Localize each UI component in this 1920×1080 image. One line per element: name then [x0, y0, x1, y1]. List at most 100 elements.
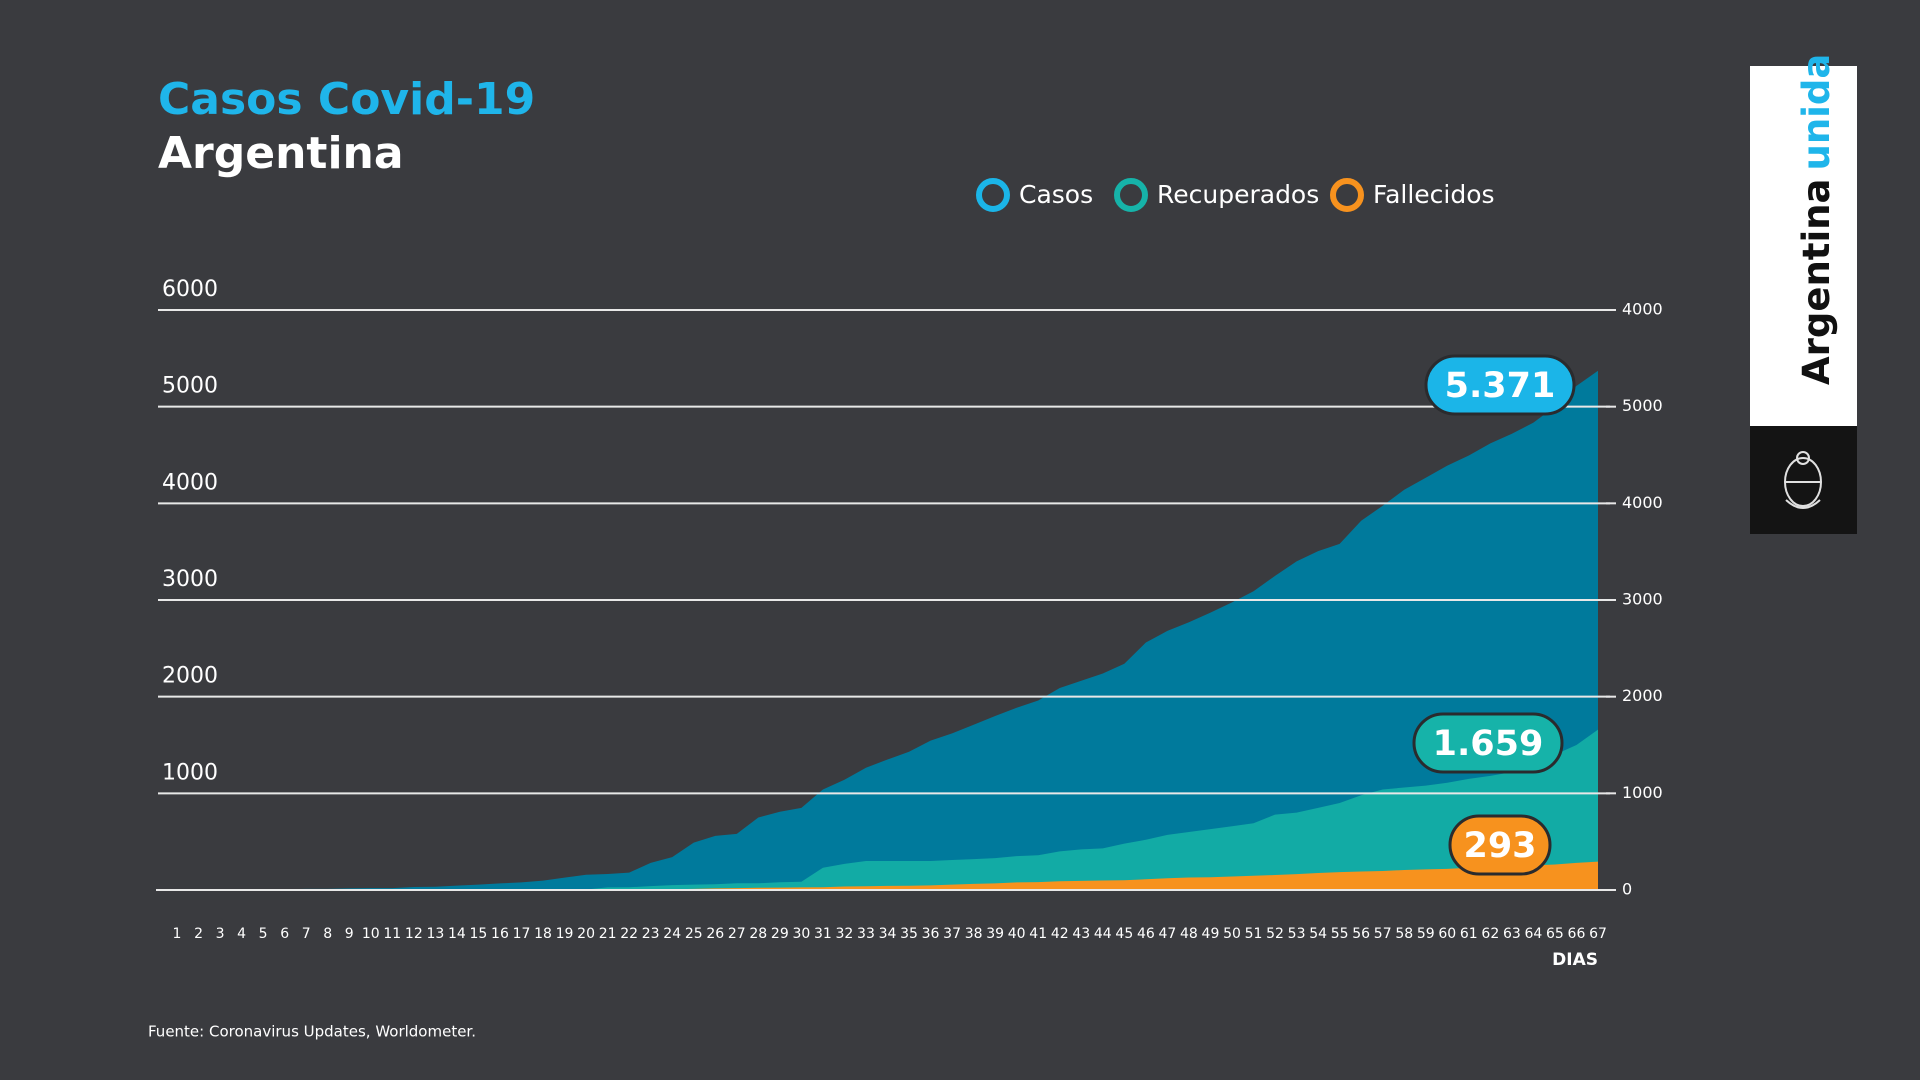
- value-badge: 5.371: [1424, 354, 1576, 416]
- x-tick-label: 15: [470, 926, 488, 942]
- x-tick-label: 39: [986, 926, 1004, 942]
- x-tick-label: 48: [1180, 926, 1198, 942]
- brand-text: Argentina unida: [1795, 54, 1838, 385]
- x-axis-label: DIAS: [1552, 950, 1598, 970]
- chart-title: Casos Covid-19: [158, 74, 535, 125]
- x-tick-label: 16: [491, 926, 509, 942]
- legend-label: Recuperados: [1157, 180, 1319, 209]
- x-tick-label: 50: [1223, 926, 1241, 942]
- x-tick-label: 2: [194, 926, 203, 942]
- x-tick-label: 6: [280, 926, 289, 942]
- legend-marker: [976, 178, 1010, 212]
- x-tick-label: 49: [1202, 926, 1220, 942]
- x-tick-label: 43: [1072, 926, 1090, 942]
- x-tick-label: 62: [1481, 926, 1499, 942]
- x-tick-label: 36: [922, 926, 940, 942]
- y2-tick-label: 3000: [1622, 590, 1663, 609]
- x-tick-label: 33: [857, 926, 875, 942]
- badge-box: [1448, 814, 1552, 876]
- x-tick-label: 46: [1137, 926, 1155, 942]
- x-tick-label: 19: [556, 926, 574, 942]
- x-tick-label: 47: [1158, 926, 1176, 942]
- x-tick-label: 56: [1352, 926, 1370, 942]
- y2-tick-label: 2000: [1622, 686, 1663, 705]
- x-tick-label: 28: [749, 926, 767, 942]
- x-tick-label: 31: [814, 926, 832, 942]
- x-tick-label: 26: [706, 926, 724, 942]
- x-tick-label: 64: [1524, 926, 1542, 942]
- y2-tick-label: 1000: [1622, 783, 1663, 802]
- x-tick-label: 22: [620, 926, 638, 942]
- x-tick-label: 53: [1288, 926, 1306, 942]
- x-tick-label: 37: [943, 926, 961, 942]
- x-tick-label: 40: [1008, 926, 1026, 942]
- data-label: 1.659: [1433, 724, 1544, 764]
- areas: [177, 370, 1598, 890]
- x-tick-label: 42: [1051, 926, 1069, 942]
- x-tick-label: 4: [237, 926, 246, 942]
- x-tick-label: 52: [1266, 926, 1284, 942]
- x-tick-label: 23: [642, 926, 660, 942]
- x-tick-label: 29: [771, 926, 789, 942]
- x-tick-label: 60: [1438, 926, 1456, 942]
- x-tick-label: 59: [1417, 926, 1435, 942]
- y-tick-label: 6000: [162, 277, 218, 302]
- x-tick-label: 58: [1395, 926, 1413, 942]
- area: [177, 861, 1598, 890]
- value-badge: 1.659: [1412, 712, 1564, 774]
- x-tick-label: 55: [1331, 926, 1349, 942]
- x-tick-label: 3: [216, 926, 225, 942]
- x-tick-label: 41: [1029, 926, 1047, 942]
- y-tick-label: 3000: [162, 567, 218, 592]
- y-tick-label: 4000: [162, 470, 218, 495]
- x-tick-label: 1: [173, 926, 182, 942]
- y2-tick-label: 4000: [1622, 300, 1663, 319]
- y-tick-label: 2000: [162, 664, 218, 689]
- brand-panel: Argentina unida: [1750, 54, 1857, 534]
- x-tick-label: 44: [1094, 926, 1112, 942]
- legend-marker: [1330, 178, 1364, 212]
- value-badge: 293: [1448, 814, 1552, 876]
- brand-word: unida: [1795, 54, 1838, 171]
- x-tick-label: 25: [685, 926, 703, 942]
- x-tick-label: 51: [1245, 926, 1263, 942]
- x-tick-label: 7: [302, 926, 311, 942]
- x-tick-label: 32: [836, 926, 854, 942]
- x-tick-label: 54: [1309, 926, 1327, 942]
- x-tick-label: 14: [448, 926, 466, 942]
- x-tick-label: 45: [1115, 926, 1133, 942]
- x-tick-label: 17: [513, 926, 531, 942]
- brand-box: [1750, 66, 1857, 426]
- y2-tick-label: 4000: [1622, 493, 1663, 512]
- data-label: 5.371: [1445, 366, 1556, 406]
- x-tick-label: 35: [900, 926, 918, 942]
- legend-label: Casos: [1019, 180, 1093, 209]
- x-tick-label: 21: [599, 926, 617, 942]
- chart-subtitle: Argentina: [158, 128, 404, 179]
- y-tick-label: 1000: [162, 760, 218, 785]
- x-tick-label: 63: [1503, 926, 1521, 942]
- x-tick-label: 67: [1589, 926, 1607, 942]
- x-tick-label: 10: [362, 926, 380, 942]
- x-tick-label: 13: [426, 926, 444, 942]
- x-tick-label: 27: [728, 926, 746, 942]
- x-tick-label: 18: [534, 926, 552, 942]
- x-tick-label: 9: [345, 926, 354, 942]
- brand-word: Argentina: [1795, 179, 1838, 385]
- x-tick-label: 30: [792, 926, 810, 942]
- emblem-box: [1750, 426, 1857, 534]
- data-label: 293: [1463, 826, 1536, 866]
- source-note: Fuente: Coronavirus Updates, Worldometer…: [148, 1023, 476, 1041]
- area: [177, 370, 1598, 890]
- badge-box: [1412, 712, 1564, 774]
- x-tick-label: 57: [1374, 926, 1392, 942]
- x-tick-label: 34: [879, 926, 897, 942]
- x-tick-label: 11: [383, 926, 401, 942]
- x-tick-label: 65: [1546, 926, 1564, 942]
- x-tick-label: 20: [577, 926, 595, 942]
- x-tick-label: 24: [663, 926, 681, 942]
- y2-tick-label: 0: [1622, 880, 1632, 899]
- x-tick-label: 66: [1568, 926, 1586, 942]
